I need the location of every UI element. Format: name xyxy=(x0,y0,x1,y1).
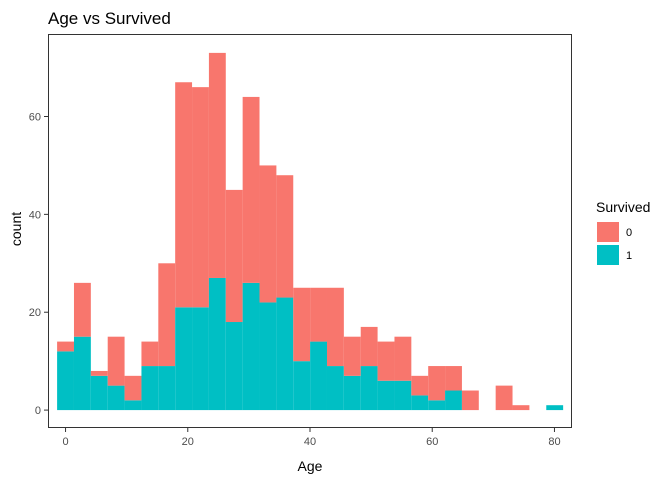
bar-survived-0 xyxy=(360,326,378,367)
bar-survived-0 xyxy=(293,287,311,362)
bar-survived-0 xyxy=(90,370,108,376)
bar-survived-1 xyxy=(90,375,108,411)
bar-survived-0 xyxy=(512,405,530,411)
chart-title: Age vs Survived xyxy=(48,9,171,28)
bar-survived-1 xyxy=(175,307,193,411)
bar-survived-1 xyxy=(124,400,142,411)
bar-survived-0 xyxy=(310,287,327,342)
bar-survived-1 xyxy=(546,405,564,411)
bar-survived-1 xyxy=(141,366,159,411)
y-axis: 0 20 40 60 xyxy=(29,111,48,417)
x-tick-label: 20 xyxy=(182,436,194,448)
bar-survived-0 xyxy=(276,175,294,298)
legend-key-0 xyxy=(597,222,619,242)
bar-survived-1 xyxy=(445,390,462,411)
bar-survived-0 xyxy=(394,336,412,381)
y-axis-title: count xyxy=(8,212,24,246)
bar-survived-0 xyxy=(158,263,176,367)
plot-panel-border xyxy=(48,34,572,428)
x-tick-label: 40 xyxy=(304,436,316,448)
bar-survived-1 xyxy=(259,302,277,411)
bar-survived-1 xyxy=(57,351,74,411)
bar-survived-0 xyxy=(445,366,462,391)
bar-survived-1 xyxy=(225,322,243,411)
bar-survived-1 xyxy=(428,400,446,411)
legend-label-1: 1 xyxy=(626,250,632,262)
bar-survived-0 xyxy=(225,189,243,323)
legend-label-0: 0 xyxy=(626,227,632,239)
y-tick-label: 60 xyxy=(29,111,41,123)
x-tick-label: 80 xyxy=(548,436,560,448)
bar-survived-1 xyxy=(293,361,311,411)
bar-survived-0 xyxy=(175,82,193,308)
x-tick-label: 60 xyxy=(426,436,438,448)
bar-survived-1 xyxy=(158,366,176,411)
bar-survived-0 xyxy=(259,165,277,303)
bar-survived-0 xyxy=(192,87,209,308)
x-axis: 0 20 40 60 80 xyxy=(62,428,561,448)
bars-group xyxy=(57,52,564,411)
bar-survived-0 xyxy=(411,375,429,396)
bar-survived-0 xyxy=(242,96,260,283)
bar-survived-1 xyxy=(411,395,429,411)
bar-survived-0 xyxy=(124,375,142,401)
bar-survived-0 xyxy=(73,282,91,337)
bar-survived-0 xyxy=(141,341,159,367)
bar-survived-1 xyxy=(276,297,294,411)
bar-survived-0 xyxy=(343,336,361,376)
x-axis-title: Age xyxy=(298,458,323,474)
bar-survived-1 xyxy=(242,282,260,411)
bar-survived-1 xyxy=(208,277,226,411)
bar-survived-1 xyxy=(377,380,395,411)
y-tick-label: 40 xyxy=(29,209,41,221)
bar-survived-0 xyxy=(428,366,446,401)
bar-survived-0 xyxy=(326,287,344,367)
bar-survived-1 xyxy=(107,385,125,411)
bar-survived-0 xyxy=(57,341,74,352)
bar-survived-1 xyxy=(326,366,344,411)
y-tick-label: 0 xyxy=(35,405,41,417)
bar-survived-0 xyxy=(461,390,479,411)
bar-survived-0 xyxy=(495,385,513,411)
bar-survived-1 xyxy=(192,307,209,411)
bar-survived-1 xyxy=(394,380,412,411)
legend: Survived 0 1 xyxy=(596,199,650,265)
x-tick-label: 0 xyxy=(62,436,68,448)
bar-survived-0 xyxy=(208,52,226,278)
bar-survived-0 xyxy=(377,341,395,381)
bar-survived-0 xyxy=(107,336,125,386)
bar-survived-1 xyxy=(73,336,91,411)
legend-title: Survived xyxy=(596,199,650,215)
legend-key-1 xyxy=(597,245,619,265)
bar-survived-1 xyxy=(343,375,361,411)
bar-survived-1 xyxy=(310,341,327,411)
y-tick-label: 20 xyxy=(29,307,41,319)
bar-survived-1 xyxy=(360,366,378,411)
